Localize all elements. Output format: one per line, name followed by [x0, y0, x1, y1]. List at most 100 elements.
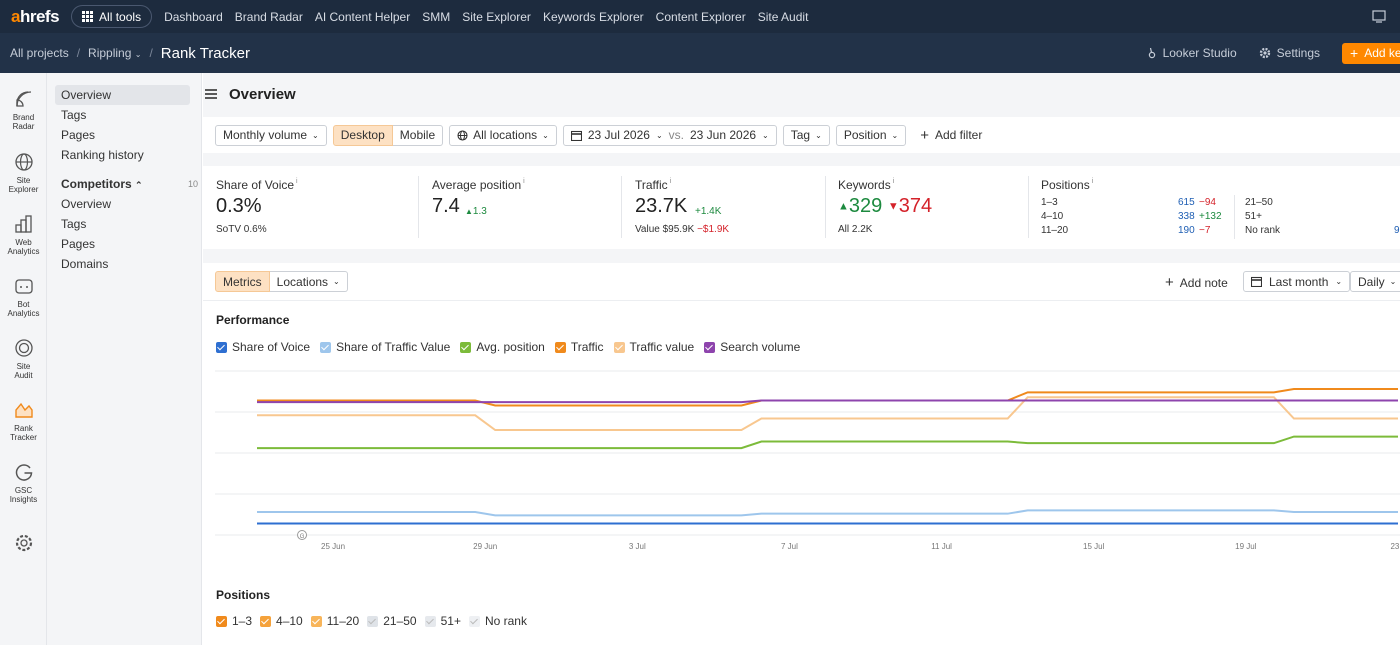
nav-dashboard[interactable]: Dashboard — [164, 9, 223, 24]
ahrefs-logo[interactable]: ahrefs — [11, 6, 60, 26]
checkbox[interactable] — [460, 341, 472, 353]
info-icon: i — [521, 178, 525, 185]
rail-gsc-insights[interactable]: GSC Insights — [0, 462, 47, 504]
legend-search-volume[interactable]: Search volume — [704, 340, 800, 354]
positions-range: 11–20 — [1041, 225, 1069, 236]
overview-title: Overview — [229, 86, 296, 103]
metrics-tab[interactable]: Metrics — [215, 271, 270, 292]
desktop-toggle[interactable]: Desktop — [332, 124, 393, 146]
locations-tab[interactable]: Locations ⌄ — [269, 271, 348, 292]
sidebar-item-competitors-pages[interactable]: Pages — [61, 237, 96, 251]
nav-site-audit[interactable]: Site Audit — [757, 9, 809, 24]
stat-traffic[interactable]: Traffic i 23.7K +1.4K Value $95.9K −$1.9… — [635, 178, 730, 235]
positions-delta: −7 — [1199, 225, 1211, 236]
stat-share-of-voice[interactable]: Share of Voice i 0.3% SoTV 0.6% — [216, 178, 298, 235]
rank-tracker-sidebar: Overview Tags Pages Ranking history Comp… — [47, 73, 202, 645]
rail-settings[interactable] — [0, 533, 47, 557]
granularity-dropdown[interactable]: Daily ⌄ — [1350, 271, 1400, 292]
rail-bot-analytics[interactable]: Bot Analytics — [0, 276, 47, 318]
x-tick-label: 3 Jul — [629, 542, 646, 551]
stat-average-position[interactable]: Average position i 7.4 ▲1.3 — [432, 178, 525, 217]
checkbox[interactable] — [367, 615, 379, 627]
series-line — [257, 509, 1398, 517]
project-bar: All projects / Rippling ⌄ / Rank Tracker… — [0, 33, 1400, 73]
arrow-up-icon: ▲ — [465, 207, 473, 216]
add-filter-button[interactable]: + Add filter — [920, 126, 983, 144]
legend-positions-4-10[interactable]: 4–10 — [260, 614, 303, 628]
stat-keywords[interactable]: Keywords i ▲329 ▼374 All 2.2K — [838, 178, 933, 235]
settings-button[interactable]: Settings — [1259, 46, 1320, 60]
info-icon: i — [1089, 178, 1094, 185]
mobile-toggle[interactable]: Mobile — [392, 124, 444, 146]
legend-share-of-traffic-value[interactable]: Share of Traffic Value — [320, 340, 450, 354]
nav-site-explorer[interactable]: Site Explorer — [462, 9, 531, 24]
position-dropdown[interactable]: Position ⌄ — [835, 124, 907, 146]
positions-range: No rank — [1245, 225, 1281, 236]
checkbox[interactable] — [310, 615, 322, 627]
all-tools-button[interactable]: All tools — [71, 5, 153, 28]
legend-traffic[interactable]: Traffic — [554, 340, 604, 354]
stat-positions[interactable]: Positions i 1–3 615 −94 4–10 338 +132 11… — [1041, 166, 1400, 249]
rail-web-analytics[interactable]: Web Analytics — [0, 214, 47, 256]
sidebar-item-competitors-overview[interactable]: Overview — [61, 197, 112, 211]
sidebar-item-ranking-history[interactable]: Ranking history — [61, 148, 144, 162]
add-note-button[interactable]: + Add note — [1165, 274, 1228, 291]
rail-rank-tracker[interactable]: Rank Tracker — [0, 400, 47, 442]
date-range-picker[interactable]: 23 Jul 2026 ⌄ vs. 23 Jun 2026 ⌄ — [562, 124, 777, 146]
checkbox[interactable] — [260, 615, 272, 627]
bot-analytics-icon — [14, 279, 33, 294]
add-keywords-button[interactable]: + Add ke — [1342, 42, 1400, 64]
checkbox[interactable] — [424, 615, 436, 627]
checkbox[interactable] — [320, 341, 332, 353]
info-icon: i — [667, 178, 672, 185]
chevron-down-icon: ⌄ — [1335, 277, 1343, 286]
breadcrumb-separator: / — [76, 46, 81, 60]
plus-icon: + — [920, 126, 929, 144]
nav-keywords-explorer[interactable]: Keywords Explorer — [542, 9, 644, 24]
sidebar-item-competitors-domains[interactable]: Domains — [61, 257, 109, 271]
chevron-up-icon: ⌃ — [135, 180, 143, 190]
menu-icon[interactable] — [205, 89, 217, 99]
main-content: Overview Monthly volume ⌄ Desktop Mobile … — [203, 73, 1400, 645]
divider — [621, 176, 622, 238]
performance-chart[interactable]: G 25 Jun 29 Jun 3 Jul 7 Jul 11 Jul 15 Jul 19 Ju… — [203, 363, 1400, 568]
checkbox[interactable] — [216, 615, 227, 627]
sidebar-item-competitors-tags[interactable]: Tags — [61, 217, 87, 231]
legend-positions-21-50[interactable]: 21–50 — [367, 614, 417, 628]
checkbox[interactable] — [613, 341, 625, 353]
sidebar-item-overview[interactable]: Overview — [55, 85, 190, 105]
monitor-icon[interactable] — [1372, 10, 1386, 23]
nav-smm[interactable]: SMM — [422, 9, 451, 24]
legend-avg-position[interactable]: Avg. position — [460, 340, 545, 354]
checkbox[interactable] — [554, 341, 566, 353]
legend-positions-no-rank[interactable]: No rank — [468, 614, 527, 628]
legend-positions-11-20[interactable]: 11–20 — [310, 614, 359, 628]
chevron-down-icon: ⌄ — [762, 130, 769, 140]
sidebar-competitors-header[interactable]: Competitors ⌃ 10 — [55, 174, 198, 194]
nav-ai-content-helper[interactable]: AI Content Helper — [314, 9, 411, 24]
positions-range: 21–50 — [1245, 197, 1273, 208]
nav-brand-radar[interactable]: Brand Radar — [234, 9, 303, 24]
chevron-down-icon: ⌄ — [1389, 277, 1397, 286]
checkbox[interactable] — [468, 615, 480, 627]
period-dropdown[interactable]: Last month ⌄ — [1243, 271, 1351, 292]
checkbox[interactable] — [704, 341, 716, 353]
locations-dropdown[interactable]: All locations ⌄ — [449, 124, 557, 146]
nav-content-explorer[interactable]: Content Explorer — [655, 9, 746, 24]
sidebar-item-tags[interactable]: Tags — [61, 108, 87, 122]
breadcrumb-all-projects[interactable]: All projects — [10, 46, 69, 60]
legend-positions-51-plus[interactable]: 51+ — [424, 614, 461, 628]
legend-share-of-voice[interactable]: Share of Voice — [216, 340, 310, 354]
looker-studio-button[interactable]: Looker Studio — [1147, 46, 1237, 60]
rail-brand-radar[interactable]: Brand Radar — [0, 89, 47, 131]
tag-dropdown[interactable]: Tag ⌄ — [782, 124, 830, 146]
rail-site-audit[interactable]: Site Audit — [0, 338, 47, 380]
legend-positions-1-3[interactable]: 1–3 — [216, 614, 252, 628]
sidebar-item-pages[interactable]: Pages — [61, 128, 96, 142]
checkbox[interactable] — [216, 341, 227, 353]
volume-dropdown[interactable]: Monthly volume ⌄ — [215, 124, 327, 146]
divider — [825, 176, 826, 238]
rail-site-explorer[interactable]: Site Explorer — [0, 152, 47, 194]
legend-traffic-value[interactable]: Traffic value — [613, 340, 694, 354]
breadcrumb-project[interactable]: Rippling ⌄ — [88, 46, 142, 60]
